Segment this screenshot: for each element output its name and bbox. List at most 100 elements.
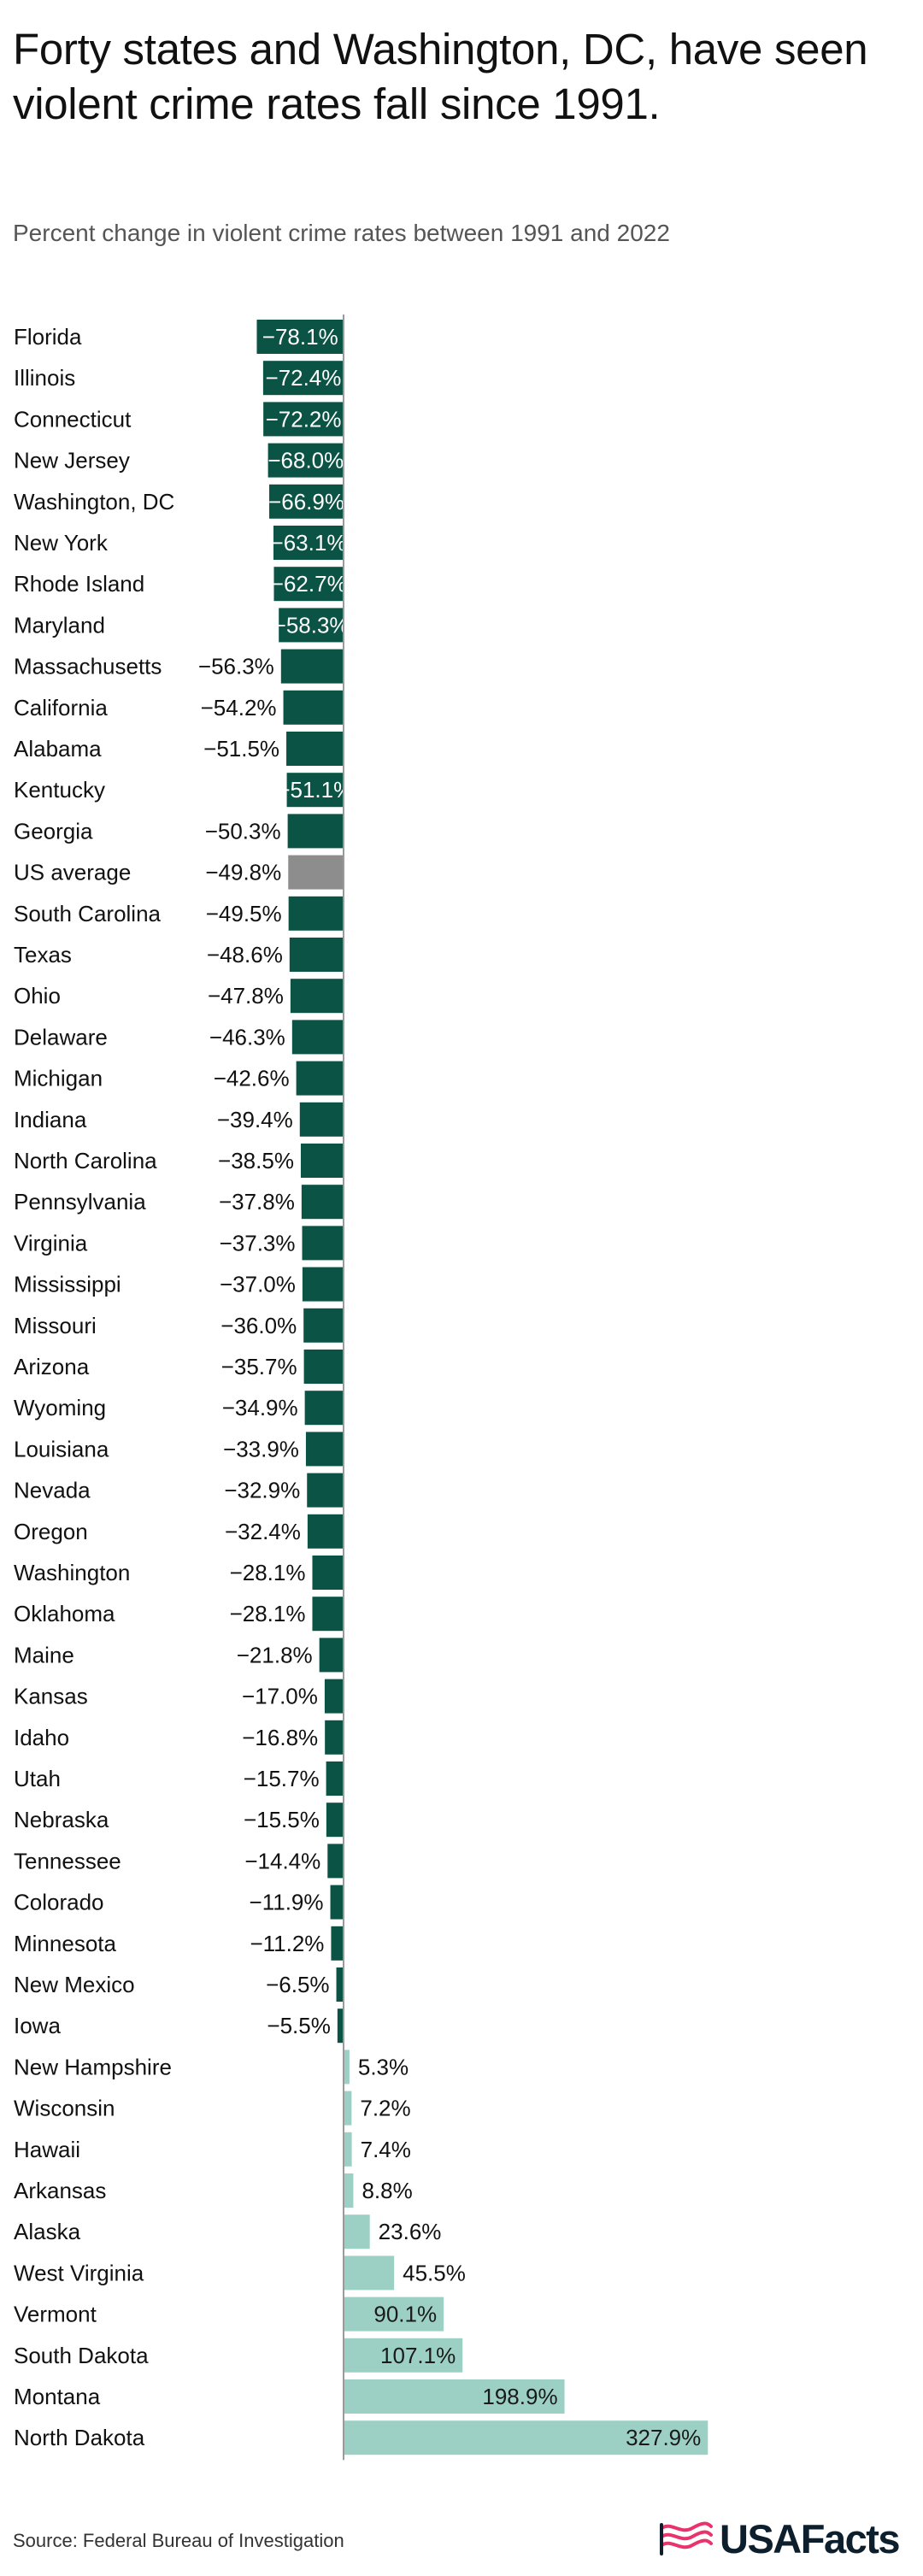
value-label: −16.8% (242, 1725, 318, 1750)
value-label: −72.2% (266, 406, 342, 432)
category-label: Washington (14, 1560, 130, 1585)
category-label: Florida (14, 324, 82, 350)
bar (288, 896, 344, 931)
value-label: −66.9% (268, 489, 344, 515)
value-label: 327.9% (626, 2425, 701, 2450)
category-label: Georgia (14, 818, 93, 844)
value-label: −51.1% (277, 777, 353, 803)
bar (305, 1432, 344, 1467)
category-label: Maryland (14, 612, 105, 638)
value-label: −46.3% (209, 1024, 285, 1050)
value-label: −78.1% (262, 324, 338, 350)
bar (291, 1020, 344, 1055)
bar (279, 608, 344, 643)
bar (331, 1926, 344, 1961)
category-label: Louisiana (14, 1436, 109, 1461)
bar (344, 2338, 463, 2373)
chart-title: Forty states and Washington, DC, have se… (13, 25, 868, 128)
bar (280, 649, 344, 684)
category-label: Rhode Island (14, 571, 144, 597)
value-label: 107.1% (380, 2343, 456, 2368)
logo-text: USAFacts (720, 2515, 901, 2561)
bar (286, 732, 344, 766)
category-label: Arizona (14, 1354, 90, 1379)
value-label: −14.4% (244, 1848, 320, 1873)
value-label: −32.4% (225, 1519, 301, 1544)
category-label: US average (14, 860, 131, 885)
category-label: Maine (14, 1642, 74, 1667)
category-label: Idaho (14, 1725, 69, 1750)
category-label: Utah (14, 1766, 61, 1791)
bar (307, 1473, 344, 1508)
category-label: New York (14, 530, 109, 556)
category-label: North Carolina (14, 1148, 157, 1173)
value-label: −34.9% (222, 1395, 298, 1420)
bar (304, 1391, 344, 1426)
category-label: South Dakota (14, 2343, 149, 2368)
category-label: Alaska (14, 2219, 81, 2244)
category-label: South Carolina (14, 901, 162, 926)
category-label: Oregon (14, 1519, 88, 1544)
bar (302, 1226, 344, 1261)
value-label: −5.5% (267, 2013, 330, 2038)
value-label: −39.4% (217, 1107, 293, 1132)
value-label: −33.9% (223, 1436, 299, 1461)
bar (303, 1308, 344, 1343)
bar (302, 1267, 344, 1302)
value-label: −15.7% (244, 1766, 320, 1791)
bar (327, 1844, 344, 1879)
value-label: −49.8% (205, 860, 281, 885)
bar (324, 1679, 344, 1714)
usafacts-logo: USAFacts (658, 2513, 901, 2564)
category-label: Massachusetts (14, 654, 162, 679)
value-label: −17.0% (242, 1684, 318, 1709)
value-label: −56.3% (198, 654, 274, 679)
value-label: 5.3% (358, 2054, 409, 2079)
bar (296, 1061, 344, 1096)
chart-subtitle: Percent change in violent crime rates be… (13, 220, 670, 246)
bar (344, 2420, 708, 2455)
bar (287, 814, 344, 849)
bar (319, 1638, 344, 1673)
bar (269, 484, 344, 519)
bar (307, 1514, 344, 1549)
category-label: Indiana (14, 1107, 87, 1132)
bar (344, 2255, 395, 2291)
category-label: New Hampshire (14, 2054, 172, 2079)
bar (325, 1720, 344, 1755)
value-label: −72.4% (265, 365, 341, 391)
bar (290, 979, 344, 1014)
value-label: 198.9% (482, 2384, 557, 2409)
category-label: Missouri (14, 1313, 97, 1338)
value-label: −37.0% (220, 1272, 296, 1297)
bar (301, 1185, 344, 1220)
value-label: 7.4% (361, 2137, 411, 2162)
value-label: −21.8% (237, 1642, 313, 1667)
bar (267, 443, 344, 478)
bar (303, 1350, 344, 1384)
bar (273, 567, 344, 602)
value-label: −50.3% (205, 818, 281, 844)
category-label: Pennsylvania (14, 1189, 146, 1214)
value-label: 7.2% (360, 2096, 410, 2121)
value-label: −36.0% (220, 1313, 297, 1338)
category-label: Washington, DC (14, 489, 174, 515)
bar (344, 2050, 350, 2085)
value-label: −42.6% (214, 1066, 290, 1091)
category-label: New Jersey (14, 448, 130, 473)
bar (289, 938, 344, 972)
bar-chart: Florida −78.1% Illinois −72.4% Connecticut −7… (14, 315, 708, 2461)
category-label: Mississippi (14, 1272, 121, 1297)
bar (288, 855, 344, 890)
bar (286, 773, 344, 808)
value-label: −15.5% (244, 1807, 320, 1832)
category-label: Colorado (14, 1890, 104, 1915)
bar (262, 361, 344, 396)
category-label: Alabama (14, 736, 102, 762)
source-note: Source: Federal Bureau of Investigation (13, 2530, 344, 2551)
category-label: Connecticut (14, 406, 132, 432)
value-label: −58.3% (273, 612, 350, 638)
category-label: Minnesota (14, 1931, 116, 1956)
bar (344, 2214, 370, 2250)
value-label: −11.2% (250, 1931, 324, 1956)
